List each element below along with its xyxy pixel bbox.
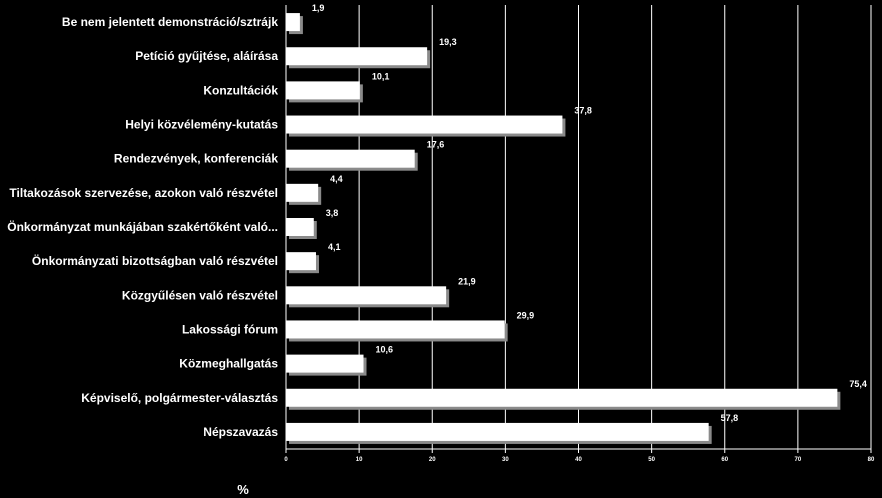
x-tick-label: 10 bbox=[356, 457, 363, 463]
x-tick-label: 80 bbox=[868, 457, 875, 463]
value-label: 4,4 bbox=[330, 174, 343, 184]
bar bbox=[286, 149, 415, 168]
value-label: 1,9 bbox=[312, 3, 325, 13]
value-label: 21,9 bbox=[458, 276, 476, 286]
x-tick-label: 40 bbox=[575, 457, 582, 463]
bar bbox=[286, 286, 447, 305]
category-label: Lakossági fórum bbox=[182, 322, 278, 336]
category-label: Közgyűlésen való részvétel bbox=[122, 288, 278, 302]
x-tick-label: 20 bbox=[429, 457, 436, 463]
bar bbox=[286, 13, 300, 32]
category-label: Helyi közvélemény-kutatás bbox=[125, 118, 278, 132]
x-tick-label: 0 bbox=[284, 457, 288, 463]
category-label: Önkormányzat munkájában szakértőként val… bbox=[7, 219, 278, 234]
bar bbox=[286, 422, 709, 441]
x-tick-label: 60 bbox=[721, 457, 728, 463]
category-label: Népszavazás bbox=[203, 425, 278, 439]
category-label: Petíció gyűjtése, aláírása bbox=[135, 49, 278, 63]
x-tick-label: 50 bbox=[648, 457, 655, 463]
bar bbox=[286, 218, 314, 236]
category-label: Rendezvények, konferenciák bbox=[114, 152, 278, 166]
value-label: 4,1 bbox=[328, 242, 341, 252]
category-label: Képviselő, polgármester-választás bbox=[81, 391, 278, 405]
category-label: Konzultációk bbox=[203, 83, 278, 97]
bar bbox=[286, 388, 838, 407]
bar bbox=[286, 354, 364, 373]
bar bbox=[286, 81, 360, 100]
value-label: 37,8 bbox=[574, 106, 592, 116]
bar bbox=[286, 47, 428, 66]
x-tick-label: 70 bbox=[795, 457, 802, 463]
category-label: Közmeghallgatás bbox=[179, 357, 278, 371]
bar bbox=[286, 320, 505, 339]
value-label: 29,9 bbox=[517, 310, 535, 320]
bar bbox=[286, 252, 316, 271]
value-label: 10,6 bbox=[376, 345, 394, 355]
bar bbox=[286, 183, 319, 202]
value-label: 3,8 bbox=[326, 208, 339, 218]
category-label: Önkormányzati bizottságban való részvéte… bbox=[32, 253, 278, 268]
value-label: 17,6 bbox=[427, 140, 445, 150]
value-label: 10,1 bbox=[372, 71, 390, 81]
x-tick-label: 30 bbox=[502, 457, 509, 463]
x-axis-title: % bbox=[237, 482, 249, 497]
category-label: Be nem jelentett demonstráció/sztrájk bbox=[62, 15, 278, 29]
category-label: Tiltakozások szervezése, azokon való rés… bbox=[9, 186, 278, 200]
value-label: 75,4 bbox=[849, 379, 867, 389]
value-label: 57,8 bbox=[721, 413, 739, 423]
value-label: 19,3 bbox=[439, 37, 457, 47]
bar bbox=[286, 115, 563, 134]
